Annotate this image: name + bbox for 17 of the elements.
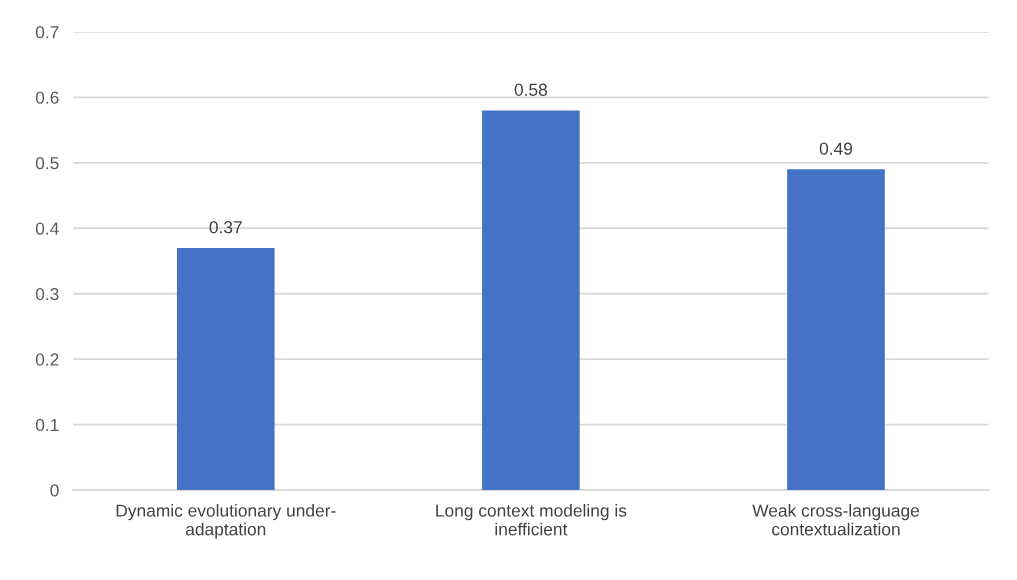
y-tick-label: 0.7 bbox=[35, 26, 59, 39]
data-label: 0.49 bbox=[819, 142, 853, 155]
y-tick-label: 0.3 bbox=[35, 287, 59, 301]
bar bbox=[176, 247, 275, 491]
y-tick-label: 0.1 bbox=[35, 418, 59, 432]
bar bbox=[787, 169, 885, 491]
y-tick-label: 0.4 bbox=[35, 222, 59, 235]
y-tick-label: 0.6 bbox=[35, 91, 59, 104]
y-tick-label: 0 bbox=[50, 484, 59, 497]
data-label: 0.58 bbox=[514, 83, 548, 96]
x-tick-label: Dynamic evolutionary under- adaptation bbox=[116, 503, 336, 539]
x-tick-label: Long context modeling is inefficient bbox=[436, 503, 627, 536]
y-tick-label: 0.5 bbox=[35, 156, 59, 170]
y-tick-label: 0.2 bbox=[35, 353, 59, 366]
data-label: 0.37 bbox=[209, 221, 242, 234]
x-tick-label: Weak cross-language contextualization bbox=[752, 503, 920, 536]
bar bbox=[482, 110, 580, 491]
